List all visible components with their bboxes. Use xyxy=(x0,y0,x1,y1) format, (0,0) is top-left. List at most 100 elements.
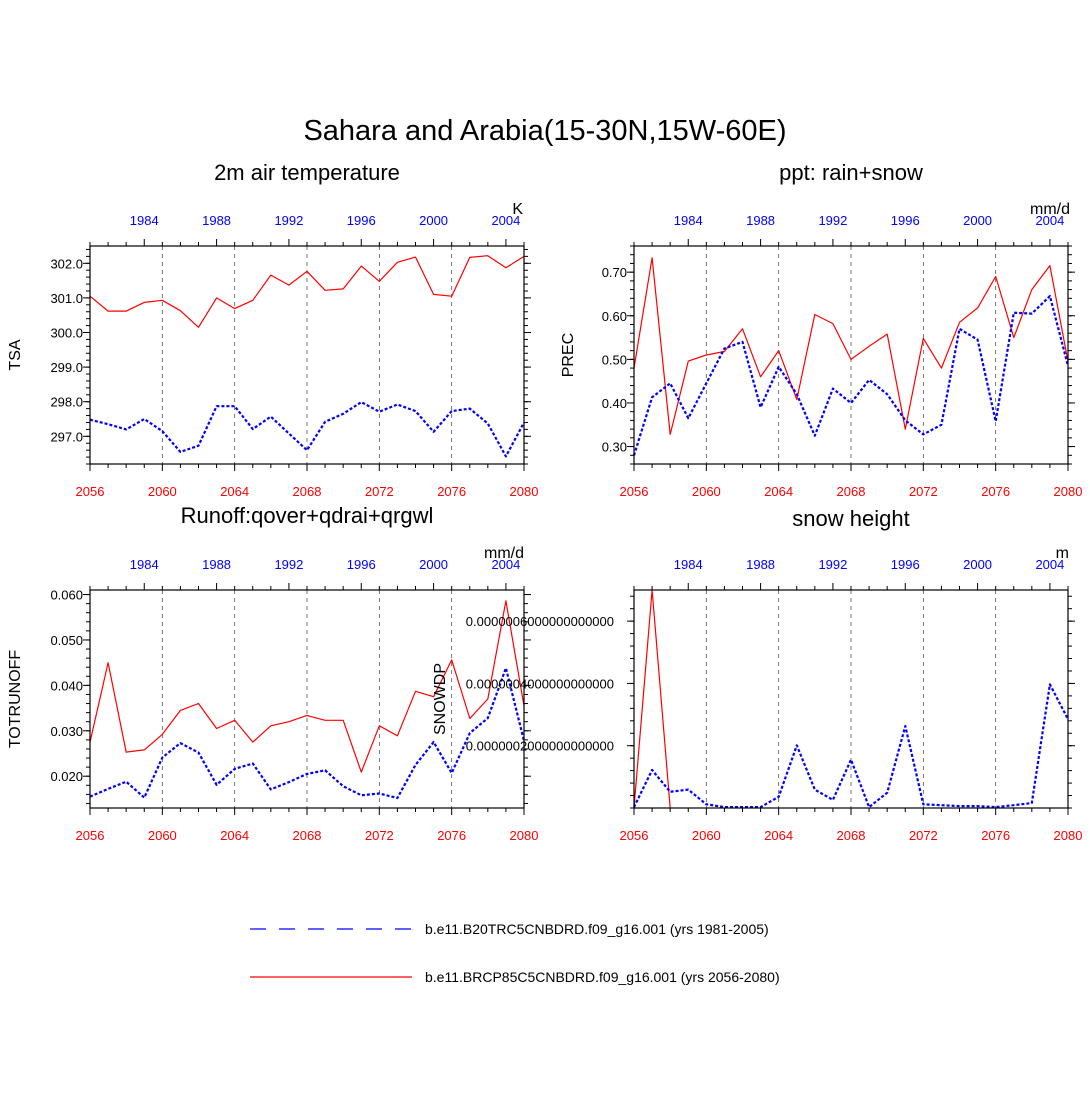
y-tick-label: 0.50 xyxy=(602,352,627,367)
y-tick-label: 0.020 xyxy=(50,769,83,784)
legend-label-historical: b.e11.B20TRC5CNBDRD.f09_g16.001 (yrs 198… xyxy=(425,921,769,937)
y-tick-label: 0.0000006000000000000 xyxy=(466,614,614,629)
panel-title: snow height xyxy=(792,506,909,531)
x-bottom-tick-label: 2068 xyxy=(293,828,322,843)
x-bottom-tick-label: 2072 xyxy=(909,484,938,499)
y-tick-label: 0.050 xyxy=(50,633,83,648)
panels: 2m air temperature K TSA 2056 2060 2064 2068 20… xyxy=(7,160,1082,843)
x-top-tick-label: 1996 xyxy=(347,557,376,572)
x-bottom-tick-label: 2060 xyxy=(148,484,177,499)
chart-panel-1: 2m air temperature K TSA 2056 2060 2064 2068 20… xyxy=(7,160,538,499)
series-line-historical xyxy=(632,295,1070,456)
y-axis-label: PREC xyxy=(560,333,577,377)
y-axis-label: SNOWDP xyxy=(432,663,449,735)
panel-title: Runoff:qover+qdrai+qrgwl xyxy=(181,503,434,528)
y-tick-label: 0.040 xyxy=(50,678,83,693)
x-bottom-tick-label: 2080 xyxy=(510,828,539,843)
x-bottom-tick-label: 2056 xyxy=(620,828,649,843)
y-tick-label: 0.40 xyxy=(602,396,627,411)
x-bottom-tick-label: 2072 xyxy=(365,828,394,843)
x-top-tick-label: 1988 xyxy=(202,213,231,228)
x-bottom-tick-label: 2064 xyxy=(764,828,793,843)
y-axis-label: TOTRUNOFF xyxy=(7,650,24,749)
series-line-historical xyxy=(89,401,525,458)
panel-units: mm/d xyxy=(1030,201,1070,218)
chart-panel-3: Runoff:qover+qdrai+qrgwl mm/d TOTRUNOFF 205… xyxy=(7,503,538,843)
y-tick-label: 300.0 xyxy=(50,326,83,341)
series-line-historical xyxy=(89,667,526,800)
legend-label-future: b.e11.BRCP85C5CNBDRD.f09_g16.001 (yrs 20… xyxy=(425,969,780,985)
x-bottom-tick-label: 2060 xyxy=(692,828,721,843)
x-bottom-tick-label: 2080 xyxy=(1054,828,1083,843)
x-top-tick-label: 2004 xyxy=(491,557,520,572)
x-bottom-tick-label: 2064 xyxy=(220,484,249,499)
x-bottom-tick-label: 2060 xyxy=(692,484,721,499)
y-tick-label: 301.0 xyxy=(50,291,83,306)
plot-frame xyxy=(633,245,1069,465)
x-top-tick-label: 1984 xyxy=(674,213,703,228)
x-bottom-tick-label: 2068 xyxy=(837,484,866,499)
y-tick-label: 0.0000002000000000000 xyxy=(466,739,614,754)
chart-panel-2: ppt: rain+snow mm/d PREC 2056 2060 2064 2068 20… xyxy=(560,160,1082,499)
plot-frame xyxy=(89,589,525,809)
x-bottom-tick-label: 2064 xyxy=(220,828,249,843)
y-tick-label: 0.060 xyxy=(50,588,83,603)
x-bottom-tick-label: 2076 xyxy=(981,828,1010,843)
y-tick-label: 0.030 xyxy=(50,724,83,739)
panel-title: 2m air temperature xyxy=(214,160,400,185)
x-bottom-tick-label: 2072 xyxy=(365,484,394,499)
y-tick-label: 0.0000004000000000000 xyxy=(466,676,614,691)
x-bottom-tick-label: 2076 xyxy=(437,484,466,499)
y-tick-label: 0.60 xyxy=(602,309,627,324)
x-bottom-tick-label: 2056 xyxy=(76,484,105,499)
x-bottom-tick-label: 2064 xyxy=(764,484,793,499)
x-top-tick-label: 2004 xyxy=(1035,557,1064,572)
y-tick-label: 0.30 xyxy=(602,440,627,455)
x-top-tick-label: 2000 xyxy=(419,213,448,228)
x-bottom-tick-label: 2068 xyxy=(293,484,322,499)
series-line-future xyxy=(89,600,525,773)
panel-units: mm/d xyxy=(484,545,524,562)
x-top-tick-label: 1996 xyxy=(891,213,920,228)
y-tick-label: 298.0 xyxy=(50,395,83,410)
x-top-tick-label: 1996 xyxy=(891,557,920,572)
x-top-tick-label: 2000 xyxy=(963,213,992,228)
x-top-tick-label: 1984 xyxy=(674,557,703,572)
y-tick-label: 302.0 xyxy=(50,256,83,271)
chart-panel-4: snow height m SNOWDP 2056 2060 2064 2068 2072 20… xyxy=(432,506,1082,843)
panel-title: ppt: rain+snow xyxy=(779,160,923,185)
series-line-future xyxy=(633,257,1069,435)
panel-units: m xyxy=(1056,545,1069,562)
x-top-tick-label: 2004 xyxy=(491,213,520,228)
y-axis-label: TSA xyxy=(7,339,24,370)
x-top-tick-label: 1992 xyxy=(274,557,303,572)
panel-units: K xyxy=(512,201,523,218)
x-top-tick-label: 1984 xyxy=(130,557,159,572)
x-bottom-tick-label: 2080 xyxy=(510,484,539,499)
x-top-tick-label: 1992 xyxy=(818,557,847,572)
y-tick-label: 0.70 xyxy=(602,265,627,280)
x-top-tick-label: 1992 xyxy=(274,213,303,228)
y-tick-label: 299.0 xyxy=(50,360,83,375)
y-tick-label: 297.0 xyxy=(50,429,83,444)
x-bottom-tick-label: 2076 xyxy=(437,828,466,843)
x-bottom-tick-label: 2080 xyxy=(1054,484,1083,499)
x-bottom-tick-label: 2072 xyxy=(909,828,938,843)
x-top-tick-label: 1988 xyxy=(746,557,775,572)
series-line-historical xyxy=(633,683,1069,809)
legend: b.e11.B20TRC5CNBDRD.f09_g16.001 (yrs 198… xyxy=(250,921,780,985)
x-top-tick-label: 2004 xyxy=(1035,213,1064,228)
x-top-tick-label: 1984 xyxy=(130,213,159,228)
x-bottom-tick-label: 2056 xyxy=(620,484,649,499)
x-bottom-tick-label: 2056 xyxy=(76,828,105,843)
plot-frame xyxy=(633,589,1069,809)
x-top-tick-label: 1988 xyxy=(746,213,775,228)
x-top-tick-label: 1996 xyxy=(347,213,376,228)
x-top-tick-label: 2000 xyxy=(419,557,448,572)
x-top-tick-label: 2000 xyxy=(963,557,992,572)
x-bottom-tick-label: 2060 xyxy=(148,828,177,843)
x-bottom-tick-label: 2076 xyxy=(981,484,1010,499)
